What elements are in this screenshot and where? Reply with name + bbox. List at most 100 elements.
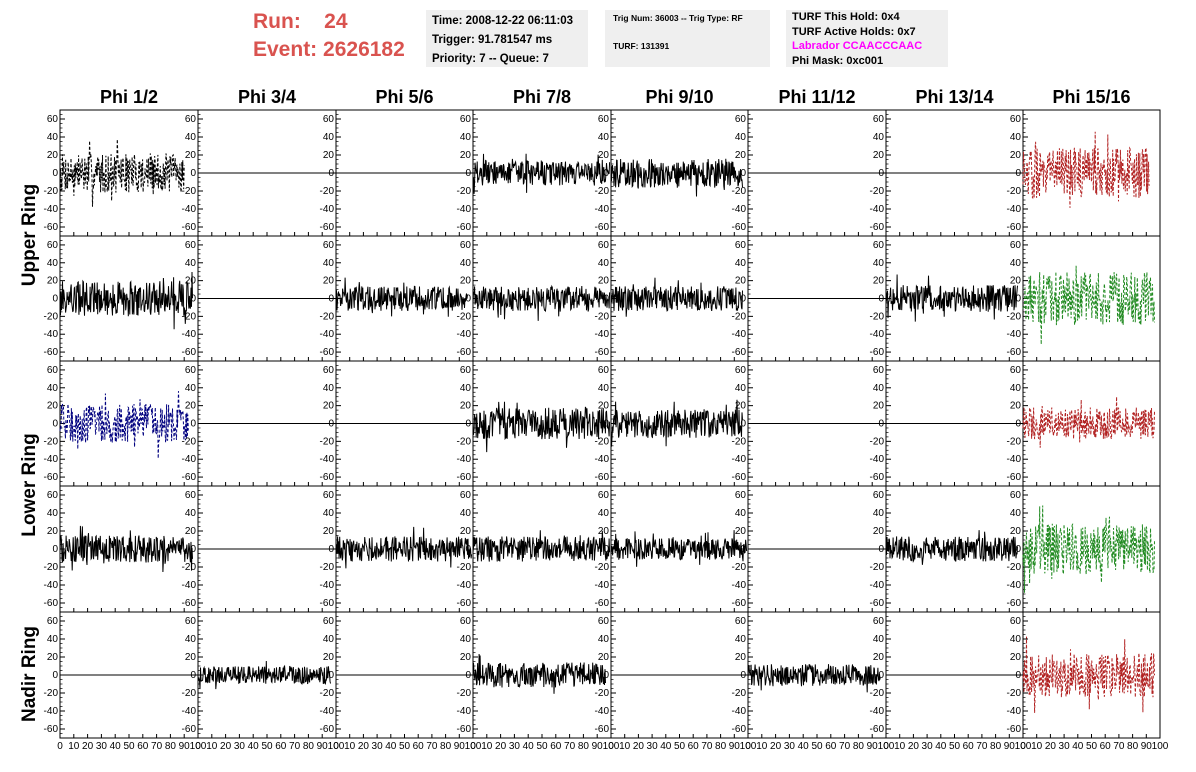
y-tick-label: -20	[870, 436, 885, 447]
y-tick-label: 0	[190, 294, 196, 305]
y-tick-label: 20	[185, 526, 197, 537]
y-tick-label: -60	[870, 724, 885, 735]
y-tick-label: 20	[323, 652, 335, 663]
y-tick-label: 20	[47, 526, 59, 537]
x-tick-label: 40	[935, 741, 947, 752]
phi-mask-text: Phi Mask: 0xc001	[792, 54, 884, 67]
y-tick-label: 20	[873, 276, 885, 287]
x-tick-label: 50	[949, 741, 961, 752]
y-tick-label: 20	[1010, 401, 1022, 412]
event-value: 2626182	[323, 38, 405, 61]
y-tick-label: -40	[732, 204, 747, 215]
y-tick-label: -60	[44, 347, 59, 358]
y-tick-label: 40	[873, 132, 885, 143]
waveform-trace	[1022, 396, 1155, 448]
y-tick-label: -40	[870, 204, 885, 215]
y-tick-label: 20	[323, 150, 335, 161]
y-tick-label: -40	[44, 454, 59, 465]
y-tick-label: -40	[457, 706, 472, 717]
y-tick-label: -60	[595, 598, 610, 609]
waveform-trace	[610, 158, 743, 197]
waveform-panel: 60 40 20 0 -20 -40 -60	[182, 109, 337, 237]
x-tick-label: 30	[234, 741, 246, 752]
waveform-trace	[1022, 265, 1155, 345]
y-tick-label: 60	[460, 616, 472, 627]
y-tick-label: -20	[457, 311, 472, 322]
y-tick-label: 60	[1010, 114, 1022, 125]
y-tick-label: 40	[873, 508, 885, 519]
y-tick-label: -60	[457, 472, 472, 483]
y-tick-label: 40	[598, 634, 610, 645]
run-row: Run: 24	[253, 8, 405, 36]
y-tick-label: -60	[44, 598, 59, 609]
phi-column-label: Phi 1/2	[99, 87, 159, 107]
y-tick-label: -20	[1007, 436, 1022, 447]
y-tick-label: 0	[740, 419, 746, 430]
y-tick-label: 40	[598, 258, 610, 269]
y-tick-label: 40	[598, 508, 610, 519]
y-tick-label: -20	[182, 688, 197, 699]
x-tick-label: 90	[454, 741, 466, 752]
x-tick-label: 100	[190, 741, 207, 752]
y-tick-label: 40	[1010, 258, 1022, 269]
y-tick-label: -60	[182, 724, 197, 735]
x-tick-label: 10	[206, 741, 218, 752]
waveform-trace	[472, 153, 611, 194]
y-tick-label: 20	[873, 150, 885, 161]
y-tick-label: 20	[1010, 652, 1022, 663]
y-tick-label: 20	[873, 526, 885, 537]
y-tick-label: 0	[52, 544, 58, 555]
y-tick-label: 0	[1015, 168, 1021, 179]
y-tick-label: -40	[870, 706, 885, 717]
y-tick-label: -60	[457, 347, 472, 358]
y-tick-label: -20	[595, 436, 610, 447]
x-tick-label: 50	[261, 741, 273, 752]
y-tick-label: 20	[47, 652, 59, 663]
run-event-box: Run: 24 Event: 2626182	[253, 8, 405, 64]
y-tick-label: -40	[732, 580, 747, 591]
waveform-panel: 60 40 20 0 -20 -40 -60	[870, 109, 1024, 237]
y-tick-label: 60	[323, 114, 335, 125]
y-tick-label: -60	[595, 724, 610, 735]
phi-column-label: Phi 11/12	[778, 87, 856, 107]
waveform-panel: 60 40 20 0 -20 -40 -60	[870, 611, 1024, 739]
y-tick-label: 20	[323, 401, 335, 412]
y-tick-label: -20	[1007, 688, 1022, 699]
y-tick-label: 60	[1010, 490, 1022, 501]
y-tick-label: -40	[44, 329, 59, 340]
y-tick-label: -40	[182, 329, 197, 340]
y-tick-label: -60	[595, 472, 610, 483]
y-tick-label: -40	[44, 580, 59, 591]
y-tick-label: 20	[873, 401, 885, 412]
y-tick-label: -60	[732, 472, 747, 483]
y-tick-label: 20	[735, 401, 747, 412]
waveform-trace	[59, 391, 189, 459]
y-tick-label: 0	[603, 419, 609, 430]
x-tick-label: 0	[608, 741, 614, 752]
y-tick-label: -20	[1007, 311, 1022, 322]
y-tick-label: 0	[1015, 294, 1021, 305]
run-value: 24	[324, 10, 348, 33]
y-tick-label: -60	[1007, 222, 1022, 233]
waveform-trace	[59, 271, 193, 330]
y-tick-label: -60	[44, 222, 59, 233]
y-tick-label: -20	[732, 688, 747, 699]
x-tick-label: 30	[647, 741, 659, 752]
y-tick-label: 0	[603, 294, 609, 305]
waveform-panel: 60 40 20 0 -20 -40 -60	[457, 611, 612, 739]
waveform-panel: 60 40 20 0 -20 -40 -60	[870, 360, 1024, 487]
time-text: Time: 2008-12-22 06:11:03	[432, 15, 574, 27]
y-tick-label: 0	[740, 294, 746, 305]
y-tick-label: -20	[44, 186, 59, 197]
phi-column-label: Phi 5/6	[375, 87, 434, 107]
x-tick-label: 0	[195, 741, 201, 752]
x-tick-label: 0	[470, 741, 476, 752]
run-label: Run:	[253, 10, 301, 33]
y-tick-label: 40	[47, 132, 59, 143]
x-tick-label: 60	[137, 741, 149, 752]
y-tick-label: 40	[47, 383, 59, 394]
x-tick-label: 70	[426, 741, 438, 752]
y-tick-label: 40	[460, 383, 472, 394]
waveform-panel: 60 40 20 0 -20 -40 -60	[732, 235, 887, 362]
y-tick-label: 60	[735, 616, 747, 627]
